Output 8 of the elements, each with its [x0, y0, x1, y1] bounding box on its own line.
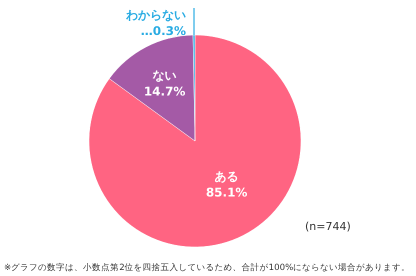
- data-label: 85.1%: [206, 186, 248, 200]
- text: (n=744): [305, 220, 351, 233]
- slice-label: ある: [214, 170, 239, 184]
- slice-label: ない: [152, 68, 177, 83]
- text: ※グラフの数字は、小数点第2位を四捨五入しているため、合計が100%にならない場合があります。: [4, 262, 410, 273]
- data-label: …0.3%: [140, 24, 186, 38]
- data-label: 14.7%: [144, 84, 186, 99]
- slice-label: わからない: [125, 8, 186, 22]
